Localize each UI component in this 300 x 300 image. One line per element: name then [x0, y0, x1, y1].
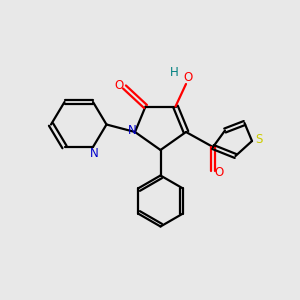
Text: H: H [170, 66, 179, 79]
Text: N: N [90, 147, 99, 160]
Text: O: O [214, 166, 224, 179]
Text: O: O [184, 71, 193, 84]
Text: O: O [115, 79, 124, 92]
Text: S: S [255, 133, 262, 146]
Text: N: N [128, 124, 136, 137]
